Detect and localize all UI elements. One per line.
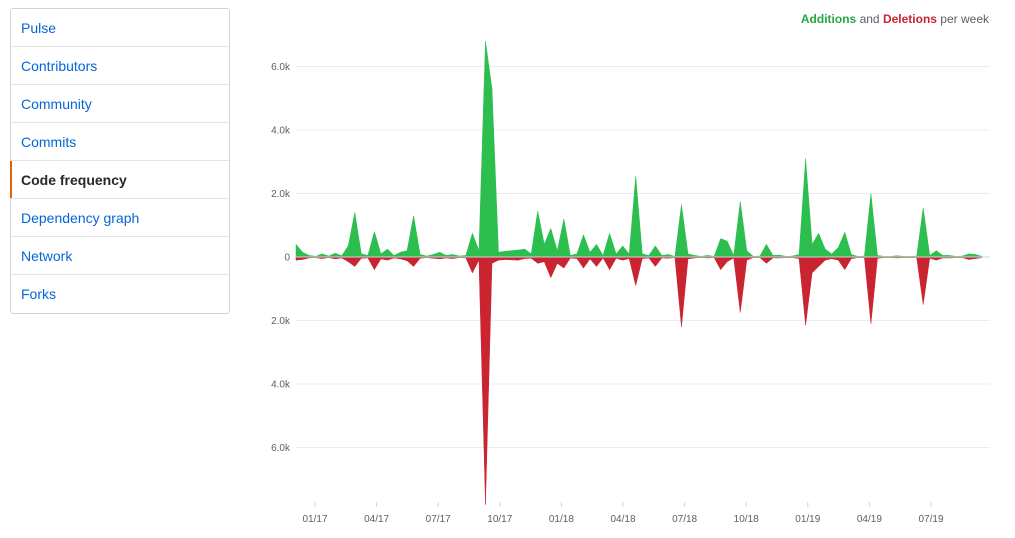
menu-item-commits[interactable]: Commits	[11, 123, 229, 161]
x-tick-label: 04/18	[610, 514, 635, 525]
y-tick-label: 2.0k	[271, 316, 291, 327]
chart-legend: Additions and Deletions per week	[801, 12, 989, 26]
menu-item-code-frequency[interactable]: Code frequency	[10, 161, 229, 199]
x-tick-label: 10/17	[487, 514, 512, 525]
additions-area	[295, 41, 983, 258]
y-tick-label: 6.0k	[271, 62, 291, 73]
x-tick-label: 01/19	[795, 514, 820, 525]
menu-item-forks[interactable]: Forks	[21, 286, 56, 302]
menu-item-pulse[interactable]: Pulse	[11, 9, 229, 47]
menu-item-community[interactable]: Community	[11, 85, 229, 123]
legend-additions: Additions	[800, 12, 857, 26]
legend-per-week: per week	[940, 12, 989, 26]
repo-insights-menu: Pulse Contributors Community Commits Cod…	[10, 8, 230, 314]
x-tick-label: 04/19	[857, 514, 882, 525]
legend-deletions: Deletions	[882, 12, 937, 26]
menu-item-contributors[interactable]: Contributors	[11, 47, 229, 85]
x-tick-label: 07/17	[426, 514, 451, 525]
x-tick-label: 10/18	[734, 514, 759, 525]
menu-item-dependency-graph[interactable]: Dependency graph	[11, 199, 229, 237]
y-tick-label: 6.0k	[271, 443, 291, 454]
x-tick-label: 07/19	[918, 514, 943, 525]
y-tick-label: 4.0k	[271, 126, 291, 137]
menu-item-network[interactable]: Network	[11, 237, 229, 275]
x-tick-label: 04/17	[364, 514, 389, 525]
y-tick-label: 4.0k	[271, 380, 291, 391]
x-tick-label: 07/18	[672, 514, 697, 525]
x-tick-label: 01/18	[549, 514, 574, 525]
legend-and: and	[859, 12, 880, 26]
y-tick-label: 2.0k	[271, 189, 291, 200]
deletions-area	[295, 256, 983, 505]
y-tick-label: 0	[284, 253, 290, 264]
x-tick-label: 01/17	[302, 514, 327, 525]
